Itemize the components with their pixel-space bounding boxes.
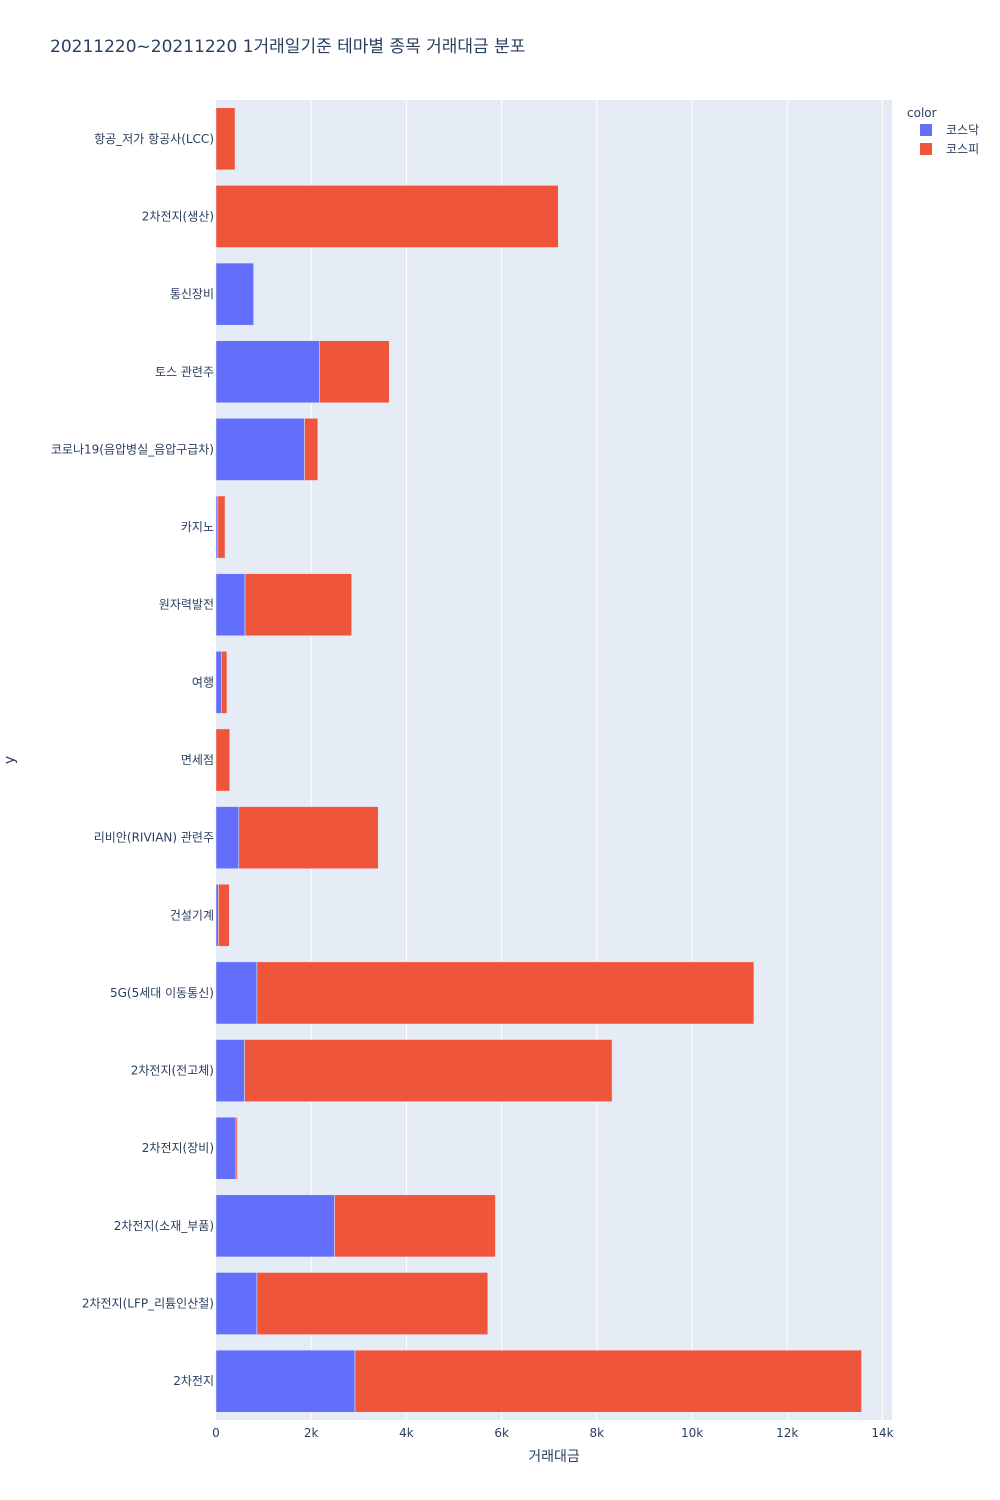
y-tick-label: 통신장비	[170, 287, 214, 301]
x-tick-label: 14k	[871, 1426, 893, 1440]
bar-코스닥	[215, 1116, 237, 1180]
bar-코스피	[334, 1194, 496, 1258]
x-tick-label: 2k	[304, 1426, 319, 1440]
bar-코스닥	[215, 806, 240, 869]
x-tick-label: 12k	[776, 1426, 798, 1440]
y-tick-label: 토스 관련주	[155, 365, 214, 379]
bar-코스닥	[215, 961, 258, 1025]
bar-코스피	[215, 728, 231, 792]
bar-코스피	[217, 495, 226, 559]
bars	[215, 107, 862, 1413]
x-tick-label: 6k	[494, 1426, 509, 1440]
y-tick-label: 리비안(RIVIAN) 관련주	[94, 831, 214, 845]
y-tick-label: 면세점	[181, 753, 214, 767]
bar-코스닥	[215, 1039, 245, 1102]
bar-코스피	[256, 1272, 489, 1335]
bar-코스피	[244, 1039, 613, 1102]
bar-코스피	[256, 961, 755, 1025]
legend-swatch[interactable]	[920, 143, 932, 155]
bar-코스닥	[215, 651, 222, 714]
x-tick-label: 10k	[681, 1426, 703, 1440]
bar-코스닥	[215, 573, 246, 637]
y-tick-label: 카지노	[181, 520, 214, 534]
y-tick-label: 건설기계	[170, 908, 214, 922]
bar-코스피	[235, 1116, 238, 1180]
bar-코스피	[354, 1349, 862, 1413]
bar-코스피	[319, 340, 390, 404]
bar-코스피	[221, 651, 228, 714]
y-tick-label: 2차전지(장비)	[142, 1141, 214, 1155]
bar-코스피	[244, 573, 352, 637]
x-axis-title: 거래대금	[528, 1449, 580, 1465]
chart-title: 20211220~20211220 1거래일기준 테마별 종목 거래대금 분포	[50, 37, 526, 57]
x-tick-label: 4k	[399, 1426, 414, 1440]
bar-코스닥	[215, 262, 254, 326]
x-axis-ticks: 0 2k 4k 6k 8k 10k 12k 14k	[212, 1426, 893, 1440]
bar-코스닥	[215, 418, 305, 481]
x-tick-label: 8k	[590, 1426, 605, 1440]
bar-코스피	[215, 107, 236, 171]
bar-코스피	[218, 883, 230, 947]
legend-title: color	[907, 106, 937, 120]
y-tick-label: 2차전지(LFP_리튬인산철)	[82, 1297, 214, 1311]
y-tick-label: 5G(5세대 이동통신)	[110, 986, 214, 1000]
y-tick-label: 여행	[192, 674, 214, 689]
x-tick-label: 0	[212, 1426, 220, 1440]
bar-코스닥	[215, 495, 219, 559]
bar-코스닥	[215, 1349, 356, 1413]
bar-코스닥	[215, 883, 219, 947]
y-tick-label: 코로나19(음압병실_음압구급차)	[51, 442, 214, 456]
legend-swatch[interactable]	[920, 124, 932, 136]
bar-코스피	[238, 806, 379, 869]
y-tick-label: 2차전지	[173, 1374, 214, 1388]
y-tick-label: 원자력발전	[159, 598, 214, 612]
bar-코스닥	[215, 1272, 258, 1335]
y-tick-label: 2차전지(전고체)	[131, 1064, 214, 1078]
legend-item-label[interactable]: 코스피	[946, 142, 979, 156]
bar-코스피	[215, 185, 559, 248]
bar-코스닥	[215, 340, 320, 404]
y-tick-label: 항공_저가 항공사(LCC)	[94, 132, 214, 146]
bar-코스닥	[215, 1194, 335, 1258]
bar-코스피	[304, 418, 319, 481]
legend-item-label[interactable]: 코스닥	[946, 123, 979, 137]
y-axis-title: y	[2, 756, 18, 764]
y-tick-label: 2차전지(생산)	[142, 209, 214, 223]
y-tick-label: 2차전지(소재_부품)	[114, 1219, 214, 1233]
